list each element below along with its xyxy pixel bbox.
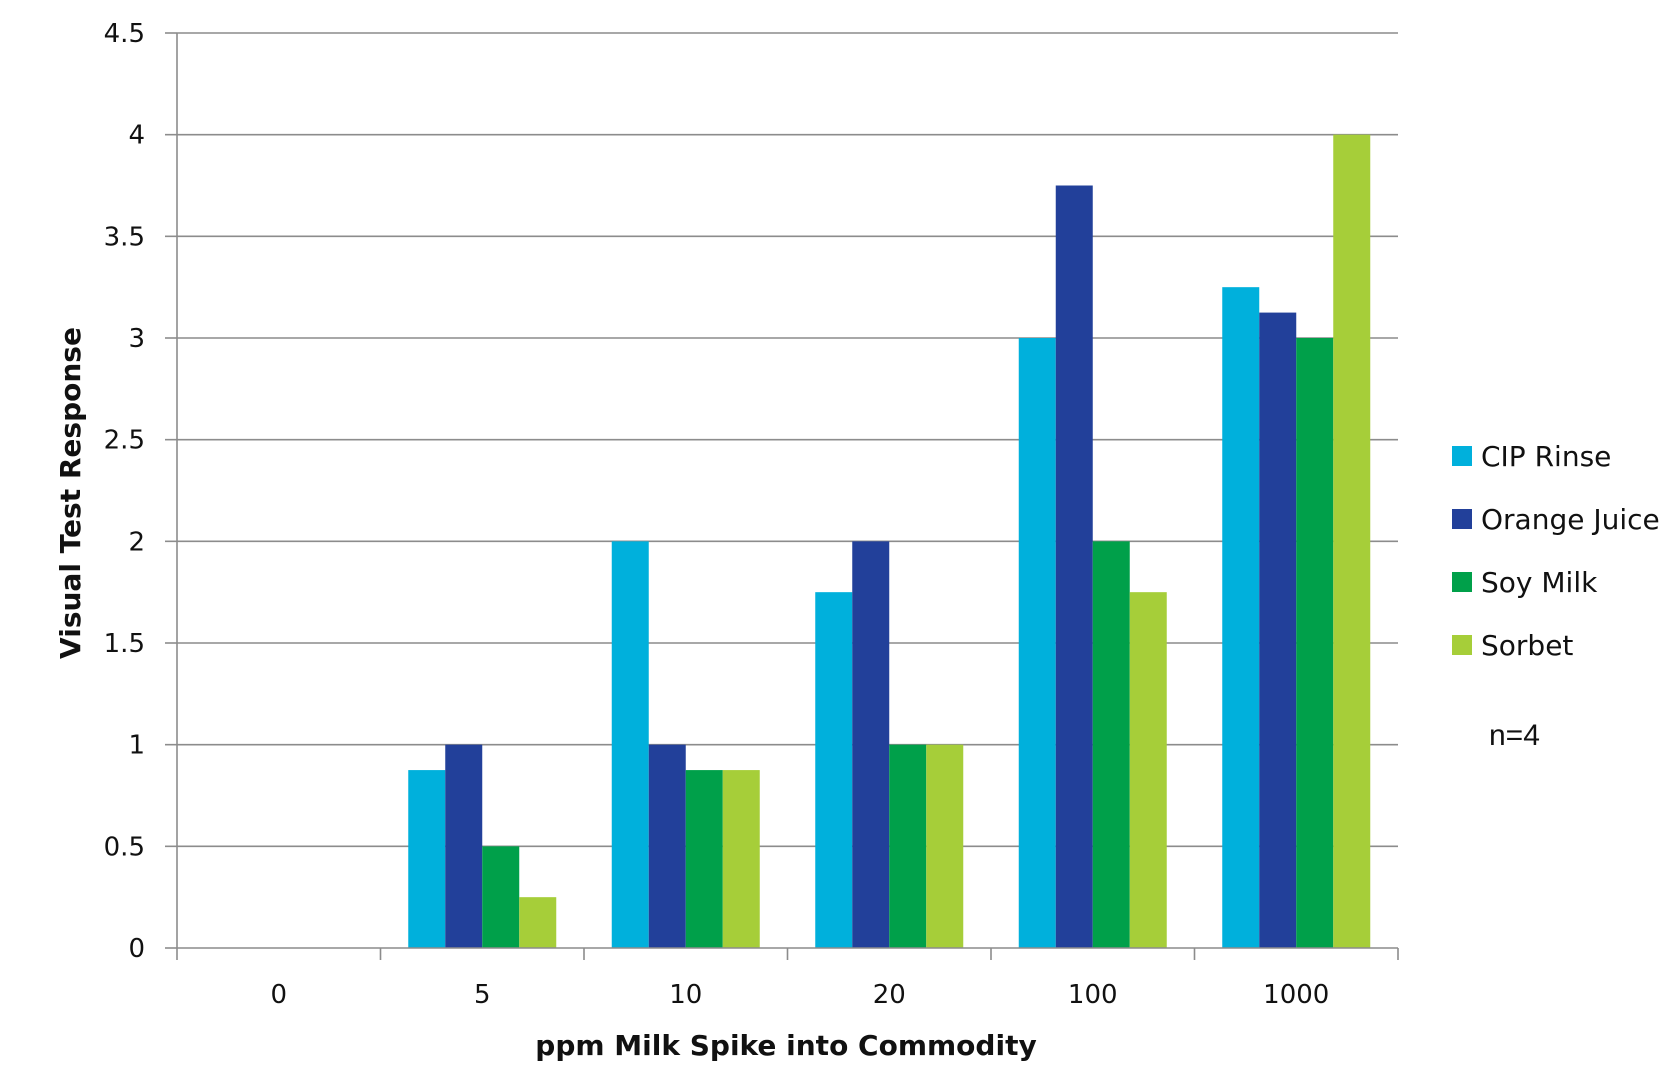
y-tick-label: 0.5 bbox=[104, 832, 145, 862]
bar-orange-juice-20 bbox=[852, 541, 890, 948]
y-axis-title: Visual Test Response bbox=[54, 327, 87, 659]
bar-soy-milk-100 bbox=[1092, 541, 1130, 948]
bar-sorbet-1000 bbox=[1333, 134, 1371, 948]
bar-sorbet-100 bbox=[1129, 592, 1167, 948]
bar-orange-juice-1000 bbox=[1259, 312, 1297, 948]
gridlines bbox=[165, 32, 1398, 949]
y-tick-label: 3.5 bbox=[104, 222, 145, 252]
y-tick-label: 2.5 bbox=[104, 426, 145, 456]
bar-soy-milk-20 bbox=[889, 744, 927, 948]
legend: CIP Rinse Orange Juice Soy Milk Sorbet bbox=[1452, 440, 1660, 662]
bar-cip-rinse-1000 bbox=[1222, 287, 1260, 949]
bar-cip-rinse-5 bbox=[408, 770, 446, 948]
axes bbox=[176, 33, 1399, 960]
x-tick-labels: 0 5 10 20 100 1000 bbox=[270, 980, 1329, 1010]
y-tick-label: 0 bbox=[128, 934, 145, 964]
legend-item: Orange Juice bbox=[1452, 503, 1660, 536]
y-tick-label: 4 bbox=[128, 121, 145, 151]
legend-item: Sorbet bbox=[1452, 629, 1573, 662]
x-tick-label: 0 bbox=[270, 980, 287, 1010]
bar-sorbet-20 bbox=[926, 744, 964, 948]
legend-item: CIP Rinse bbox=[1452, 440, 1611, 473]
sample-size-note: n=4 bbox=[1489, 719, 1540, 752]
legend-label: Orange Juice bbox=[1481, 503, 1660, 536]
legend-swatch bbox=[1452, 446, 1472, 466]
legend-swatch bbox=[1452, 509, 1472, 529]
y-tick-label: 4.5 bbox=[104, 19, 145, 49]
bar-sorbet-10 bbox=[722, 770, 760, 948]
bar-cip-rinse-20 bbox=[815, 592, 853, 948]
bar-orange-juice-5 bbox=[445, 744, 483, 948]
y-tick-label: 2 bbox=[128, 527, 145, 557]
legend-swatch bbox=[1452, 572, 1472, 592]
x-axis-title: ppm Milk Spike into Commodity bbox=[535, 1029, 1036, 1062]
legend-swatch bbox=[1452, 635, 1472, 655]
bar-orange-juice-10 bbox=[648, 744, 686, 948]
bar-soy-milk-5 bbox=[482, 846, 520, 948]
bars bbox=[408, 134, 1371, 949]
bar-soy-milk-10 bbox=[685, 770, 723, 948]
bar-orange-juice-100 bbox=[1055, 185, 1093, 948]
legend-label: Soy Milk bbox=[1481, 566, 1598, 599]
legend-item: Soy Milk bbox=[1452, 566, 1598, 599]
legend-label: Sorbet bbox=[1481, 629, 1573, 662]
bar-cip-rinse-100 bbox=[1018, 338, 1056, 948]
x-tick-label: 1000 bbox=[1263, 980, 1329, 1010]
legend-label: CIP Rinse bbox=[1481, 440, 1611, 473]
x-tick-label: 20 bbox=[873, 980, 906, 1010]
y-tick-label: 1.5 bbox=[104, 629, 145, 659]
y-tick-label: 1 bbox=[128, 731, 145, 761]
y-tick-label: 3 bbox=[128, 324, 145, 354]
x-tick-label: 10 bbox=[669, 980, 702, 1010]
bar-sorbet-5 bbox=[519, 897, 557, 948]
x-tick-label: 5 bbox=[474, 980, 491, 1010]
bar-cip-rinse-10 bbox=[611, 541, 649, 948]
y-tick-labels: 0 0.5 1 1.5 2 2.5 3 3.5 4 4.5 bbox=[104, 19, 145, 964]
x-tick-label: 100 bbox=[1068, 980, 1118, 1010]
bar-soy-milk-1000 bbox=[1296, 338, 1334, 948]
